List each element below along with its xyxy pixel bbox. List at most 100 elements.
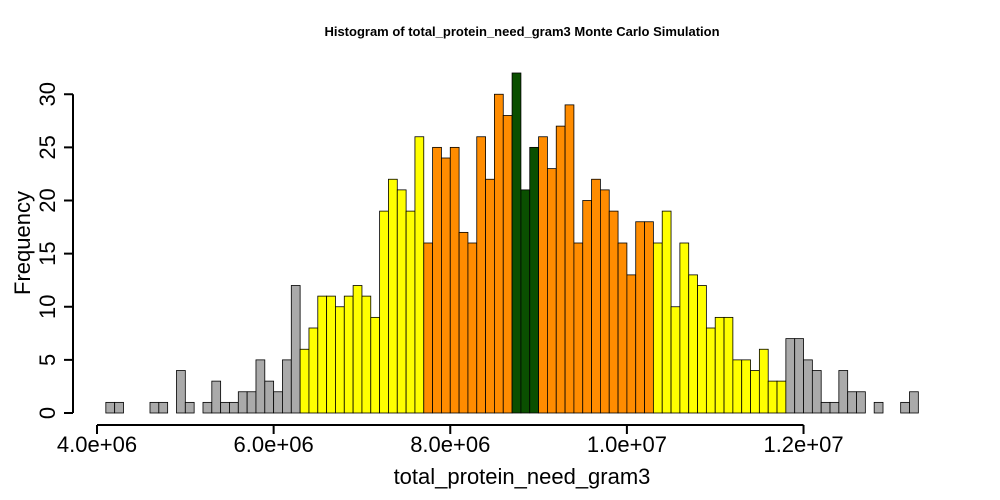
histogram-bar — [317, 295, 328, 414]
histogram-bar — [502, 115, 513, 414]
x-tick-label: 4.0e+06 — [57, 432, 137, 457]
histogram-bar — [361, 295, 372, 414]
histogram-bar — [547, 168, 557, 414]
y-axis: 0 5 10 15 20 25 30 — [35, 82, 74, 419]
histogram-bar — [679, 242, 690, 414]
histogram-bar — [758, 348, 769, 414]
x-tick-label: 1.0e+07 — [587, 432, 667, 457]
histogram-bar — [697, 285, 707, 414]
histogram-bar — [670, 306, 681, 414]
histogram-bar — [158, 401, 169, 414]
histogram-bar — [909, 391, 919, 414]
bars-group — [105, 72, 919, 414]
histogram-bar — [767, 380, 778, 414]
histogram-bar — [794, 338, 804, 414]
histogram-bar — [149, 401, 160, 414]
histogram-bar — [255, 359, 266, 414]
histogram-bar — [184, 401, 195, 414]
histogram-bar — [600, 189, 610, 414]
histogram-bar — [326, 295, 336, 414]
histogram-bar — [273, 391, 283, 414]
histogram-bar — [220, 401, 230, 414]
histogram-bar — [176, 370, 186, 414]
histogram-bar — [776, 380, 787, 414]
histogram-bar — [485, 178, 495, 414]
chart-title: Histogram of total_protein_need_gram3 Mo… — [324, 24, 719, 39]
histogram-bar — [529, 146, 539, 414]
histogram-bar — [264, 380, 275, 414]
y-tick-label: 5 — [35, 354, 60, 366]
histogram-bar — [405, 210, 416, 414]
histogram-bar — [308, 327, 319, 414]
x-tick-label: 6.0e+06 — [234, 432, 314, 457]
histogram-bar — [688, 274, 698, 414]
histogram-bar — [732, 359, 743, 414]
histogram-bar — [396, 189, 407, 414]
histogram-bar — [282, 359, 292, 414]
histogram-bar — [617, 242, 628, 414]
histogram-bar — [838, 370, 849, 414]
y-tick-label: 15 — [35, 241, 60, 265]
histogram-bar — [626, 274, 637, 414]
histogram-bar — [467, 242, 478, 414]
x-tick-label: 1.2e+07 — [763, 432, 843, 457]
histogram-bar — [635, 221, 645, 414]
histogram-bar — [246, 391, 257, 414]
y-tick-label: 10 — [35, 295, 60, 319]
histogram-bar — [343, 295, 354, 414]
histogram-bar — [750, 370, 760, 414]
histogram-bar — [803, 359, 813, 414]
histogram-bar — [811, 370, 822, 414]
histogram-bar — [229, 401, 239, 414]
histogram-bar — [900, 401, 910, 414]
x-tick-label: 8.0e+06 — [410, 432, 490, 457]
x-axis: 4.0e+06 6.0e+06 8.0e+06 1.0e+07 1.2e+07 — [57, 424, 844, 457]
histogram-bar — [652, 242, 663, 414]
histogram-bar — [237, 391, 248, 414]
histogram-bar — [538, 136, 548, 414]
histogram-bar — [661, 210, 672, 414]
histogram-bar — [202, 401, 213, 414]
histogram-bar — [644, 221, 654, 414]
histogram-bar — [388, 178, 398, 414]
y-tick-label: 30 — [35, 82, 60, 106]
histogram-bar — [520, 189, 531, 414]
histogram-bar — [856, 391, 866, 414]
histogram-bar — [555, 125, 566, 414]
histogram-bar — [873, 401, 884, 414]
histogram-bar — [441, 157, 451, 414]
y-axis-label: Frequency — [10, 191, 35, 295]
histogram-bar — [423, 242, 434, 414]
histogram-bar — [820, 401, 831, 414]
histogram-bar — [290, 285, 301, 414]
histogram-bar — [370, 316, 381, 414]
y-tick-label: 0 — [35, 407, 60, 419]
histogram-bar — [414, 136, 425, 414]
histogram-bar — [785, 338, 796, 414]
histogram-bar — [105, 401, 116, 414]
histogram-bar — [591, 178, 601, 414]
histogram-bar — [299, 348, 310, 414]
histogram-bar — [449, 146, 460, 414]
histogram-bar — [847, 391, 857, 414]
histogram-bar — [573, 242, 584, 414]
histogram-bar — [379, 210, 389, 414]
x-axis-label: total_protein_need_gram3 — [394, 464, 651, 489]
histogram-bar — [211, 380, 222, 414]
histogram-bar — [335, 306, 345, 414]
histogram-bar — [608, 210, 619, 414]
histogram-bar — [432, 146, 442, 414]
histogram-bar — [564, 104, 575, 414]
histogram-bar — [352, 285, 363, 414]
histogram-bar — [511, 72, 522, 414]
histogram-bar — [714, 316, 725, 414]
histogram-bar — [476, 136, 486, 414]
histogram-bar — [723, 316, 734, 414]
histogram-bar — [458, 231, 469, 414]
histogram-bar — [114, 401, 124, 414]
y-tick-label: 25 — [35, 135, 60, 159]
y-tick-label: 20 — [35, 188, 60, 212]
histogram-bar — [829, 401, 840, 414]
